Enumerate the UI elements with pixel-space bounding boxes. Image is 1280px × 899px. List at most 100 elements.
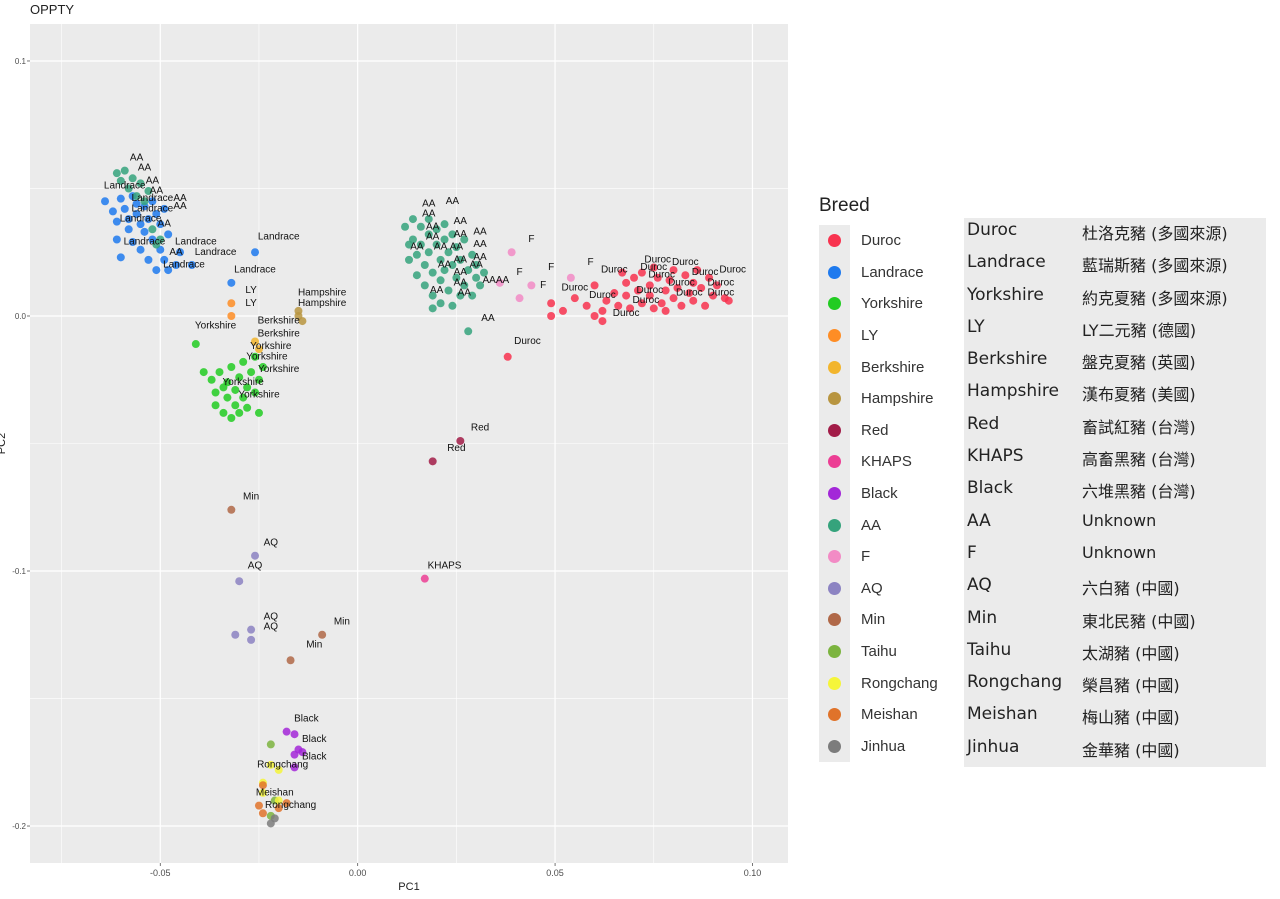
legend-label: Taihu — [861, 643, 897, 661]
point-aa — [436, 255, 445, 264]
point-taihu — [266, 740, 275, 749]
point-label: Landrace — [175, 237, 217, 248]
breed-name: 太湖豬 (中國) — [1082, 643, 1180, 663]
breed-table-row: Taihu 太湖豬 (中國) — [964, 638, 1266, 668]
point-label: Yorkshire — [195, 321, 237, 332]
point-aa — [140, 197, 149, 206]
point-duroc — [547, 311, 556, 320]
point-label: KHAPS — [428, 560, 462, 571]
point-aa — [416, 240, 425, 249]
point-yorkshire — [239, 357, 248, 366]
breed-table-row: Berkshire 盤克夏豬 (英國) — [964, 347, 1266, 377]
point-label: Yorkshire — [250, 341, 292, 352]
point-aa — [136, 179, 145, 188]
breed-name: Unknown — [1082, 542, 1157, 562]
point-duroc — [653, 273, 662, 282]
breed-name: 六堆黑豬 (台灣) — [1082, 482, 1196, 502]
point-label: AA — [138, 163, 152, 174]
point-duroc — [673, 283, 682, 292]
breed-name: 畜試紅豬 (台灣) — [1082, 417, 1196, 437]
legend-dot — [828, 708, 841, 722]
point-duroc — [689, 296, 698, 305]
point-label: AQ — [264, 611, 279, 622]
point-label: Berkshire — [258, 328, 301, 339]
legend-key — [819, 351, 850, 383]
point-label: Duroc — [692, 267, 719, 278]
point-label: AA — [434, 242, 448, 253]
point-label: Landrace — [163, 260, 205, 271]
point-duroc — [630, 273, 639, 282]
point-label: F — [588, 257, 594, 268]
legend-label: F — [861, 548, 871, 566]
point-black — [290, 763, 299, 772]
point-label: Min — [306, 640, 322, 651]
point-label: Duroc — [719, 265, 746, 276]
point-duroc — [582, 301, 591, 310]
point-label: AA — [173, 201, 187, 212]
point-label: AA — [438, 260, 452, 271]
point-label: F — [548, 262, 554, 273]
point-aa — [428, 291, 437, 300]
point-aa — [412, 271, 421, 280]
breed-table-row: LY LY二元豬 (德國) — [964, 315, 1266, 345]
point-landrace — [187, 260, 196, 269]
breed-name: 盤克夏豬 (英國) — [1082, 353, 1196, 373]
y-tick-label: -0.1 — [12, 567, 26, 576]
point-label: Duroc — [514, 336, 541, 347]
point-aa — [472, 260, 481, 269]
breed-code: KHAPS — [967, 446, 1024, 467]
point-duroc — [685, 289, 694, 298]
point-label: Landrace — [195, 247, 237, 258]
legend-label: Jinhua — [861, 737, 906, 755]
point-aa — [468, 250, 477, 259]
point-duroc — [712, 281, 721, 290]
point-f — [527, 281, 536, 290]
point-label: AQ — [248, 560, 263, 571]
point-aa — [120, 166, 129, 175]
point-aq — [247, 635, 256, 644]
point-label: F — [528, 234, 534, 245]
point-label: Duroc — [613, 308, 640, 319]
point-duroc — [558, 306, 567, 315]
legend-key — [819, 477, 850, 510]
point-aa — [408, 235, 417, 244]
point-yorkshire — [258, 362, 267, 371]
legend-item-red: Red — [819, 414, 947, 447]
point-yorkshire — [211, 388, 220, 397]
point-duroc — [645, 291, 654, 300]
point-yorkshire — [251, 388, 260, 397]
point-duroc — [637, 299, 646, 308]
point-yorkshire — [243, 383, 252, 392]
point-label: AA — [469, 260, 483, 271]
point-black — [282, 727, 291, 736]
breed-name: Unknown — [1082, 510, 1157, 530]
point-aa — [452, 273, 461, 282]
point-label: AA — [430, 285, 444, 296]
legend-item-ly: LY — [819, 319, 947, 352]
point-landrace — [116, 253, 125, 262]
point-label: Duroc — [668, 277, 695, 288]
point-duroc — [677, 301, 686, 310]
point-f — [507, 248, 516, 257]
breed-code: Landrace — [967, 252, 1046, 273]
point-label: AA — [426, 221, 440, 232]
point-aa — [424, 215, 433, 224]
legend-dot — [828, 645, 841, 659]
point-landrace — [108, 207, 117, 216]
x-tick-label: 0.05 — [546, 868, 564, 878]
point-label: AAAA — [483, 275, 510, 286]
breed-table-row: Rongchang 榮昌豬 (中國) — [964, 670, 1266, 700]
point-label: Landrace — [132, 193, 174, 204]
point-label: F — [516, 267, 522, 278]
point-aa — [476, 281, 485, 290]
point-label: Duroc — [676, 288, 703, 299]
legend-key — [819, 319, 850, 352]
point-meishan — [282, 799, 291, 808]
point-landrace — [120, 204, 129, 213]
point-landrace — [156, 220, 165, 229]
legend-dot — [828, 297, 841, 311]
legend-label: Duroc — [861, 232, 902, 250]
legend-label: LY — [861, 327, 879, 345]
point-aa — [432, 225, 441, 234]
point-duroc — [626, 304, 635, 313]
